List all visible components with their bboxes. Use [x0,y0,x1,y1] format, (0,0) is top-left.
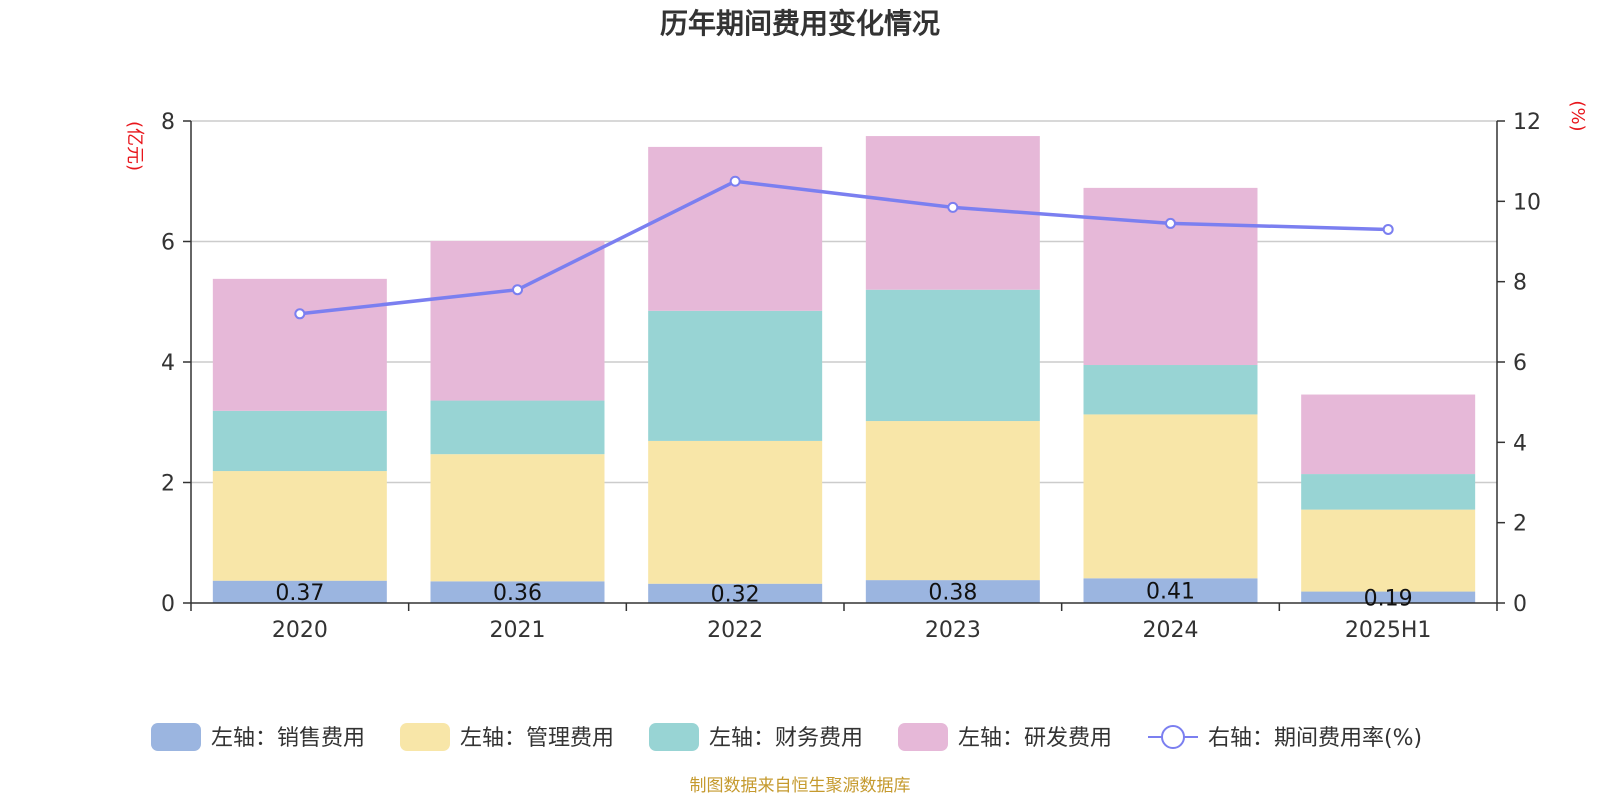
right-tick-label: 12 [1513,110,1541,135]
bar-segment-3 [212,410,387,472]
rate-point [1165,217,1176,229]
bar-segment-4 [1083,187,1258,366]
bar-segment-2 [430,454,605,582]
bar-segment-4 [648,146,823,311]
legend: 左轴：销售费用 左轴：管理费用 左轴：财务费用 左轴：研发费用 右轴：期间费用率(%) [151,723,1422,751]
bar-segment-1 [1301,591,1476,603]
left-tick-label: 6 [161,231,175,256]
rate-point [729,175,741,187]
line-layer [294,175,1394,320]
legend-label: 左轴：销售费用 [211,726,365,751]
bar-segment-3 [1083,365,1258,415]
source-note: 制图数据来自恒生聚源数据库 [690,776,911,796]
right-tick-label: 0 [1513,592,1527,617]
left-axis-unit: (亿元) [124,121,145,171]
legend-swatch [649,723,699,751]
rate-point [1382,223,1394,235]
bar-segment-3 [430,400,605,455]
bar-segment-4 [1301,394,1476,475]
bar-segment-1 [648,583,823,603]
right-tick-label: 6 [1513,351,1527,376]
left-tick-label: 8 [161,110,175,135]
right-tick-label: 10 [1513,190,1541,215]
bar-segment-4 [430,240,605,401]
rate-point [294,308,306,320]
rate-point [947,201,959,213]
right-tick-label: 8 [1513,271,1527,296]
bar-data-label: 0.36 [493,581,542,606]
chart-title: 历年期间费用变化情况 [660,7,940,40]
x-tick-label: 2025H1 [1345,618,1432,643]
legend-swatch [898,723,948,751]
bar-segment-1 [430,581,605,603]
x-tick-label: 2022 [707,618,763,643]
bar-layer [212,136,1476,603]
bar-segment-3 [1301,474,1476,510]
bar-segment-2 [1083,414,1258,579]
bar-data-label: 0.38 [928,581,977,606]
bar-data-label: 0.32 [711,582,760,607]
bar-segment-1 [865,580,1040,603]
right-axis-unit: (%) [1567,100,1588,131]
bar-segment-2 [1301,509,1476,592]
left-tick-label: 0 [161,592,175,617]
legend-item-4[interactable]: 左轴：研发费用 [898,723,1112,751]
legend-item-5[interactable]: 右轴：期间费用率(%) [1148,725,1422,751]
axis-layer: 0 2 4 6 8 0 2 4 6 8 10 12 2020 2021 2022 2023 2024 2025H1 [161,110,1541,643]
bar-segment-3 [648,310,823,441]
legend-item-3[interactable]: 左轴：财务费用 [649,723,863,751]
legend-item-2[interactable]: 左轴：管理费用 [400,723,614,751]
legend-item-1[interactable]: 左轴：销售费用 [151,723,365,751]
legend-label: 右轴：期间费用率(%) [1208,726,1422,751]
legend-swatch [151,723,201,751]
right-tick-label: 2 [1513,512,1527,537]
rate-line [299,179,1389,316]
bar-data-label: 0.41 [1146,580,1195,605]
bar-data-label: 0.37 [275,581,324,606]
legend-label: 左轴：研发费用 [958,726,1112,751]
x-tick-label: 2024 [1143,618,1199,643]
legend-swatch [400,723,450,751]
x-tick-label: 2020 [272,618,328,643]
bar-segment-1 [212,580,387,603]
rate-point [512,284,523,296]
x-tick-label: 2023 [925,618,981,643]
grid-layer [191,120,1497,484]
legend-label: 左轴：财务费用 [709,726,863,751]
legend-label: 左轴：管理费用 [460,726,614,751]
left-tick-label: 4 [161,351,175,376]
label-layer: 0.37 0.36 0.32 0.38 0.41 0.19 [275,580,1412,612]
bar-segment-3 [865,289,1040,422]
bar-segment-2 [648,440,823,584]
bar-data-label: 0.19 [1364,586,1413,611]
bar-segment-2 [865,421,1040,581]
bar-segment-2 [212,471,387,581]
x-tick-label: 2021 [490,618,546,643]
left-tick-label: 2 [161,472,175,497]
bar-segment-4 [212,278,387,411]
legend-marker [1161,725,1185,749]
right-tick-label: 4 [1513,431,1527,456]
bar-segment-1 [1083,578,1258,603]
